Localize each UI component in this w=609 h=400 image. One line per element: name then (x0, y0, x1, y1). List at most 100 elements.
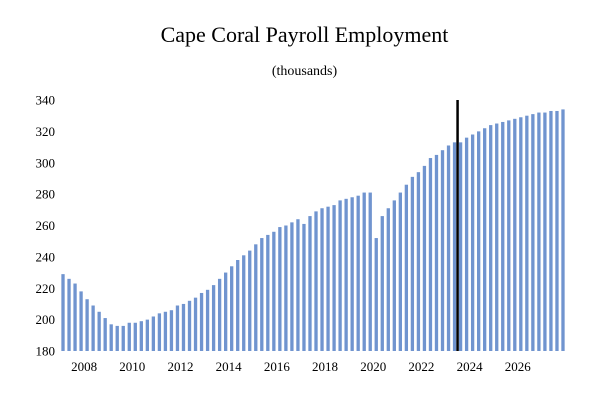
bar (157, 313, 162, 351)
bar (272, 231, 276, 351)
bar (356, 195, 360, 351)
bar (284, 225, 288, 351)
bar (193, 297, 198, 351)
bar (531, 114, 535, 352)
bar-series (61, 109, 565, 352)
bar (416, 172, 421, 351)
x-tick-label: 2024 (457, 359, 484, 374)
bar (434, 154, 439, 351)
bar (296, 219, 300, 351)
bar (470, 134, 475, 351)
bar (404, 184, 409, 351)
bar (507, 120, 511, 351)
bar (103, 318, 107, 351)
bar (483, 128, 487, 351)
y-tick-label: 240 (36, 249, 56, 264)
bar (525, 115, 529, 351)
bar (344, 198, 348, 351)
y-axis: 180 200 220 240 260 280 300 320 340 (36, 93, 56, 359)
bar (398, 192, 402, 351)
x-tick-label: 2012 (167, 359, 193, 374)
bar (127, 322, 131, 351)
bar (477, 131, 481, 352)
bar (561, 109, 565, 351)
bar (248, 250, 252, 351)
bar (501, 121, 505, 352)
bar (362, 192, 366, 351)
x-tick-label: 2022 (408, 359, 434, 374)
x-axis: 2008 2010 2012 2014 2016 2018 2020 2022 2024 2026 (71, 359, 531, 374)
bar (175, 305, 180, 351)
bar (199, 292, 204, 351)
chart-title: Cape Coral Payroll Employment (160, 22, 449, 47)
bar (224, 272, 228, 351)
bar (350, 197, 354, 351)
bar (205, 289, 210, 351)
bar (326, 206, 330, 351)
bar (260, 238, 264, 351)
y-tick-label: 280 (36, 187, 56, 202)
bar (67, 278, 71, 351)
bar (386, 208, 390, 351)
bar (464, 137, 469, 351)
bar (254, 244, 258, 351)
bar (217, 278, 222, 351)
bar (151, 316, 156, 351)
bar (549, 110, 553, 351)
x-tick-label: 2020 (360, 359, 386, 374)
bar (169, 310, 174, 351)
bar (374, 238, 378, 351)
bar (422, 165, 427, 351)
bar (266, 234, 270, 351)
bar (290, 222, 294, 351)
bar (79, 291, 83, 351)
bar (458, 142, 463, 351)
y-tick-label: 220 (36, 281, 56, 296)
x-tick-label: 2014 (216, 359, 243, 374)
bar (139, 321, 143, 351)
bar (85, 299, 89, 351)
bar (555, 110, 559, 351)
bar (380, 216, 384, 351)
bar (308, 216, 312, 351)
bar (320, 208, 324, 351)
bar (452, 142, 457, 351)
bar (121, 325, 125, 351)
bar (428, 158, 433, 351)
x-tick-label: 2018 (312, 359, 338, 374)
y-tick-label: 300 (36, 155, 56, 170)
y-tick-label: 340 (36, 93, 56, 108)
bar (109, 324, 113, 351)
bar (278, 227, 282, 351)
y-tick-label: 260 (36, 218, 56, 233)
y-tick-label: 180 (36, 344, 56, 359)
bar (73, 283, 77, 351)
bar (145, 319, 149, 352)
bar (537, 112, 541, 351)
bar (446, 145, 451, 351)
chart-subtitle: (thousands) (271, 64, 338, 79)
bar (410, 176, 415, 351)
bar (543, 112, 547, 351)
bar (187, 300, 192, 351)
bar (332, 205, 336, 351)
x-tick-label: 2010 (119, 359, 145, 374)
bar (338, 200, 342, 351)
bar (392, 200, 396, 351)
y-tick-label: 320 (36, 124, 56, 139)
bar (302, 223, 306, 351)
bar (519, 117, 523, 351)
bar (163, 311, 168, 351)
bar (61, 274, 65, 351)
bar (133, 322, 137, 351)
bar (440, 150, 445, 351)
bar (368, 192, 372, 351)
bar (211, 285, 216, 351)
bar (181, 303, 186, 351)
bar (236, 260, 240, 351)
x-tick-label: 2016 (264, 359, 291, 374)
x-tick-label: 2026 (505, 359, 532, 374)
bar (513, 118, 517, 351)
bar (91, 305, 95, 351)
bar (489, 125, 493, 351)
